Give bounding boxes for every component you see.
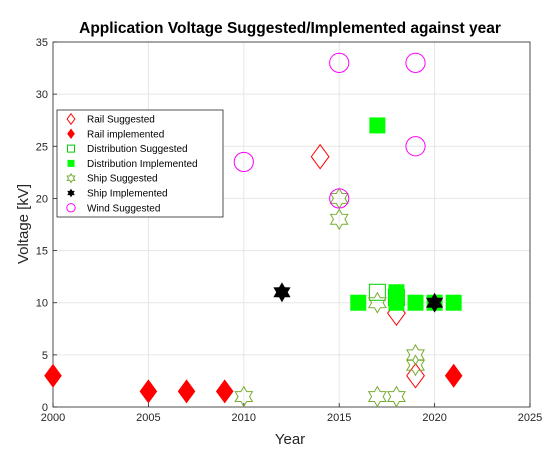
data-point (329, 188, 350, 209)
data-point (406, 354, 425, 377)
y-tick-label: 20 (36, 193, 48, 205)
legend-marker (67, 144, 75, 153)
data-point (405, 136, 426, 157)
data-point (369, 117, 386, 134)
data-point (233, 151, 254, 173)
legend-label: Wind Suggested (87, 203, 160, 214)
data-point (234, 385, 254, 408)
legend-label: Rail implemented (87, 129, 164, 140)
data-point (406, 362, 425, 389)
x-tick-label: 2025 (518, 412, 542, 424)
x-axis-label: Year (275, 431, 305, 448)
legend-marker (66, 203, 76, 213)
x-tick-label: 2005 (136, 412, 160, 424)
x-tick-label: 2015 (327, 412, 351, 424)
y-tick-label: 35 (36, 37, 48, 49)
data-points (44, 52, 463, 408)
data-point (139, 379, 158, 404)
data-point (386, 385, 406, 408)
y-tick-label: 30 (36, 89, 48, 101)
y-axis-label: Voltage [kV] (15, 184, 32, 264)
data-point (405, 52, 426, 73)
data-point (177, 379, 196, 404)
legend-label: Rail Suggested (87, 115, 155, 126)
data-point (406, 343, 425, 366)
data-point (444, 363, 463, 388)
legend-marker (67, 159, 75, 167)
legend-label: Ship Implemented (87, 189, 168, 200)
legend-label: Distribution Implemented (87, 159, 198, 170)
series-3 (350, 117, 462, 311)
data-point (310, 143, 330, 170)
series-6 (233, 52, 426, 209)
y-tick-label: 25 (36, 141, 48, 153)
legend-marker (67, 128, 75, 140)
legend-marker (66, 112, 76, 126)
data-point (388, 294, 405, 311)
plot-frame (52, 41, 531, 408)
legend-label: Distribution Suggested (87, 144, 188, 155)
legend-label: Ship Suggested (87, 174, 158, 185)
y-tick-label: 15 (36, 246, 48, 258)
data-point (407, 294, 424, 311)
legend-marker (66, 172, 76, 184)
legend-box (56, 109, 224, 218)
data-point (368, 283, 386, 301)
data-point (350, 294, 367, 311)
plot-area (53, 42, 530, 407)
series-5 (273, 282, 444, 313)
data-point (44, 363, 62, 388)
y-tick-label: 5 (42, 350, 48, 362)
data-point (367, 385, 387, 408)
legend-marker (67, 188, 75, 198)
data-point (329, 208, 349, 231)
data-point (426, 292, 444, 313)
x-tick-label: 2000 (41, 412, 65, 424)
data-point (445, 294, 462, 311)
data-point (273, 282, 291, 303)
x-tick-label: 2010 (232, 412, 256, 424)
x-tick-label: 2020 (422, 412, 446, 424)
data-point (215, 379, 234, 404)
series-1 (44, 363, 463, 404)
y-tick-label: 10 (36, 298, 48, 310)
y-tick-label: 0 (42, 402, 48, 414)
data-point (329, 52, 350, 73)
chart-title: Application Voltage Suggested/Implemente… (79, 20, 501, 37)
data-point (367, 291, 387, 314)
legend: Rail Suggested Rail implemented Distributi… (56, 109, 224, 218)
